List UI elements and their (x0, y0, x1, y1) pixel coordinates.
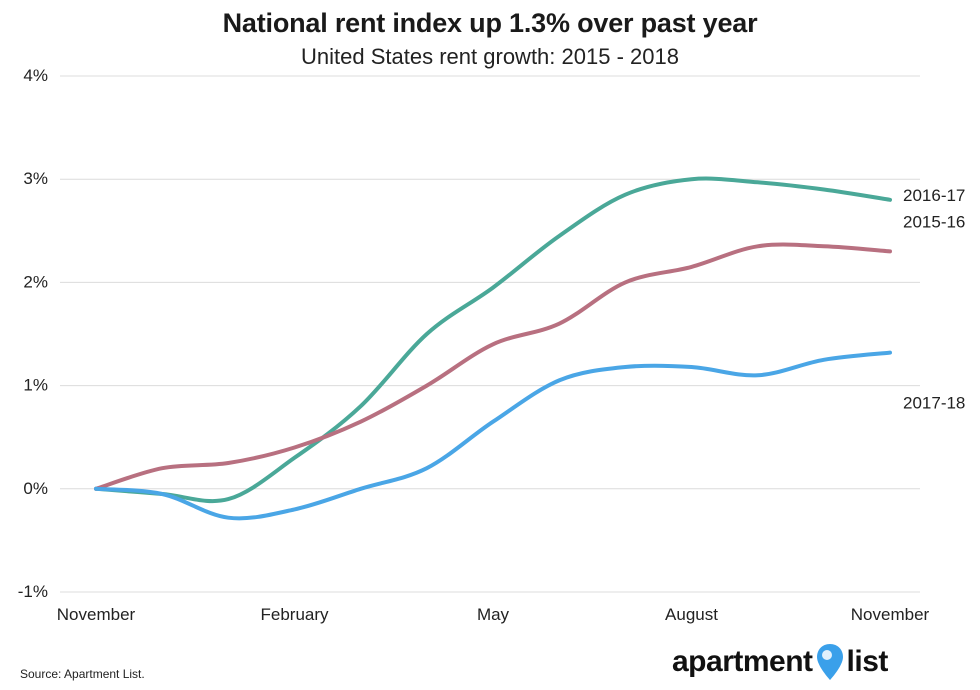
logo-text-right: list (846, 645, 889, 678)
source-note: Source: Apartment List. (20, 667, 145, 681)
apartment-list-logo: apartment list (672, 642, 888, 682)
series-label-2015-16: 2015-16 (903, 212, 965, 231)
x-tick-label: November (851, 605, 930, 624)
y-tick-label: 1% (23, 376, 48, 395)
series-label-2016-17: 2016-17 (903, 186, 965, 205)
x-axis-ticks: November February May August November (57, 605, 930, 624)
chart-subtitle: United States rent growth: 2015 - 2018 (301, 44, 679, 69)
series-labels: 2016-17 2015-16 2017-18 (903, 186, 965, 413)
y-tick-label: 0% (23, 479, 48, 498)
series-line-2017-18 (94, 350, 892, 521)
x-tick-label: August (665, 605, 718, 624)
series-lines (94, 176, 892, 521)
y-tick-label: 4% (23, 66, 48, 85)
y-tick-label: 2% (23, 272, 48, 291)
series-line-2015-16 (94, 242, 892, 491)
x-tick-label: February (260, 605, 329, 624)
location-pin-icon (816, 644, 843, 680)
y-tick-label: -1% (18, 582, 48, 601)
x-tick-label: May (477, 605, 510, 624)
logo-text-left: apartment (672, 645, 813, 678)
gridlines (60, 75, 920, 593)
series-line-2016-17 (94, 176, 892, 504)
series-label-2017-18: 2017-18 (903, 394, 965, 413)
y-axis-ticks: 4% 3% 2% 1% 0% -1% (18, 66, 48, 601)
chart-title: National rent index up 1.3% over past ye… (222, 8, 758, 38)
y-tick-label: 3% (23, 169, 48, 188)
x-tick-label: November (57, 605, 136, 624)
